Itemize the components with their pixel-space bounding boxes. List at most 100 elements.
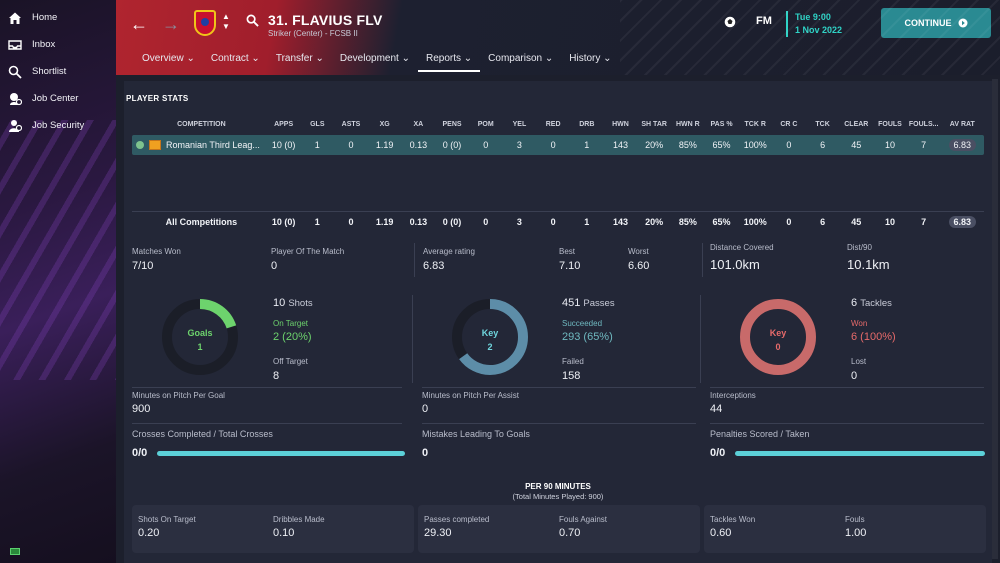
sidebar-item-job-center[interactable]: Job Center [0,85,116,112]
competition-cell: All Competitions [132,217,267,227]
interceptions-value: 44 [710,403,723,415]
column-header[interactable]: FOULS [878,120,902,128]
column-header[interactable]: HWN R [676,120,700,128]
column-header[interactable]: FOULS... [908,120,939,128]
home-icon [9,12,21,24]
column-header[interactable]: ASTS [341,120,361,128]
table-cell: 65% [712,140,731,150]
succeeded-value: 293 (65%) [562,331,613,343]
table-cell: 0.13 [409,140,428,150]
on-target-value: 2 (20%) [273,331,312,343]
column-header[interactable]: TCK R [744,120,766,128]
penalties-label: Penalties Scored / Taken [710,429,810,439]
column-header[interactable]: APPS [274,120,294,128]
divider [412,295,413,383]
table-cell: 0.13 [409,216,428,227]
passes-count: 451 Passes [562,297,615,309]
divider [702,243,703,277]
tab-reports[interactable]: Reports ⌄ [417,52,481,72]
column-header[interactable]: POM [477,120,494,128]
job-center-icon [10,92,22,105]
divider [422,387,696,388]
column-header[interactable]: YEL [512,120,527,128]
sidebar-item-label: Shortlist [32,66,67,77]
column-header[interactable]: RED [545,120,561,128]
column-header[interactable]: DRB [579,120,595,128]
table-cell: 20% [645,216,664,227]
page-title: 31. FLAVIUS FLV [268,12,383,28]
rating-badge: 6.83 [948,215,977,228]
divider [132,387,402,388]
tab-history[interactable]: History ⌄ [569,53,612,64]
sidebar-item-job-security[interactable]: Job Security [0,112,116,139]
table-cell: 10 (0) [271,140,296,150]
column-header[interactable]: XA [413,120,424,128]
table-cell: 85% [678,216,697,227]
column-header[interactable]: HWN [612,120,629,128]
competition-name[interactable]: Romanian Third Leag... [166,140,260,150]
per90-subtitle: (Total Minutes Played: 900) [512,492,604,501]
fm-menu-icon[interactable]: FM [756,15,772,27]
table-cell: 143 [612,216,628,227]
shots-on-target-value: 0.20 [138,527,160,539]
header: ← → ▲ ▼ 31. FLAVIUS FLV Striker (Center) … [116,0,1000,75]
fouls-against-label: Fouls Against [559,515,608,524]
potm-label: Player Of The Match [271,247,345,256]
competition-cell: Romanian Third Leag... [132,140,267,150]
mistakes-value: 0 [422,447,429,459]
column-header[interactable]: PENS [442,120,462,128]
distance-label: Distance Covered [710,243,774,252]
shots-count: 10 Shots [273,297,313,309]
sidebar-item-home[interactable]: Home [0,4,116,31]
sidebar-item-inbox[interactable]: Inbox [0,31,116,58]
table-total-row: All Competitions 10 (0) 1 0 1.19 0.13 0 (0) 0 3 0… [132,211,984,231]
table-cell: 0 [348,140,354,150]
continue-button[interactable]: CONTINUE [881,8,991,38]
column-header[interactable]: COMPETITION [177,120,226,128]
worst-value: 6.60 [628,260,650,272]
sidebar-item-shortlist[interactable]: Shortlist [0,58,116,85]
tab-development[interactable]: Development ⌄ [339,53,410,64]
per90-title: PER 90 MINUTES [525,482,591,491]
table-row[interactable]: Romanian Third Leag... 10 (0) 1 0 1.19 0.13 0 … [132,135,984,155]
column-header[interactable]: AV RAT [949,120,975,128]
competition-logo-icon [149,140,161,150]
competition-name: All Competitions [165,216,238,227]
won-value: 6 (100%) [851,331,896,343]
tab-transfer[interactable]: Transfer ⌄ [275,53,324,64]
sidebar-item-label: Job Security [32,120,85,131]
column-header[interactable]: XG [379,120,390,128]
crest-switch-icon[interactable]: ▲ ▼ [222,12,230,31]
rating-cell: 6.83 [941,139,985,151]
column-header[interactable]: SH TAR [641,120,667,128]
forward-arrow-icon[interactable]: → [162,14,180,34]
tab-comparison[interactable]: Comparison ⌄ [488,53,554,64]
best-value: 7.10 [559,260,581,272]
key-tackles-ring-chart [740,299,816,375]
penalties-value: 0/0 [710,447,726,459]
scrollbar[interactable] [992,79,998,559]
table-cell: 3 [516,140,522,150]
column-header[interactable]: CLEAR [844,120,869,128]
sidebar-item-label: Job Center [32,93,79,104]
table-cell: 10 [884,140,895,150]
column-header[interactable]: CR C [780,120,798,128]
table-cell: 6 [820,140,826,150]
club-crest[interactable] [194,10,216,36]
column-header[interactable]: GLS [310,120,325,128]
divider [132,423,402,424]
tab-overview[interactable]: Overview ⌄ [142,53,195,64]
tackles-won-value: 0.60 [710,527,732,539]
tab-contract[interactable]: Contract ⌄ [210,53,260,64]
column-header[interactable]: PAS % [710,120,733,128]
table-cell: 100% [743,216,767,227]
key-tackles-ring-value: 0 [775,342,781,352]
sidebar-item-label: Home [32,12,58,23]
interceptions-label: Interceptions [710,391,756,400]
football-icon[interactable] [724,16,736,28]
penalties-progress-bar [735,451,985,456]
player-subtitle: Striker (Center) - FCSB II [268,29,358,38]
search-icon[interactable] [246,14,259,27]
column-header[interactable]: TCK [815,120,830,128]
back-arrow-icon[interactable]: ← [130,14,148,34]
